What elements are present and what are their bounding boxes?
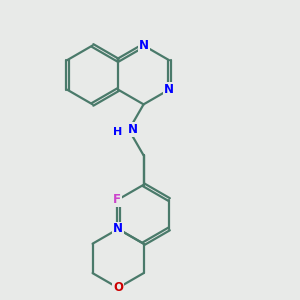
Text: O: O (113, 281, 123, 294)
Text: H: H (113, 127, 122, 137)
Text: N: N (113, 223, 123, 236)
Text: F: F (112, 193, 121, 206)
Text: N: N (128, 123, 137, 136)
Text: N: N (164, 83, 174, 96)
Text: N: N (139, 39, 148, 52)
